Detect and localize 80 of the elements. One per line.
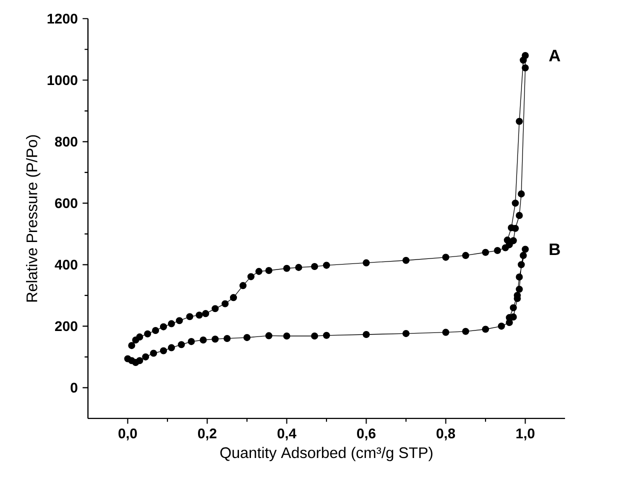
point: [482, 326, 490, 333]
point: [442, 328, 450, 336]
point: [160, 323, 168, 330]
point: [504, 236, 511, 244]
point: [128, 342, 136, 350]
point: [516, 118, 523, 126]
point: [510, 304, 517, 312]
point: [142, 354, 150, 361]
point: [516, 212, 523, 220]
point: [494, 247, 501, 254]
point: [212, 305, 219, 312]
y-axis-title: Relative Pressure (P/Po): [26, 135, 40, 302]
point: [402, 256, 410, 264]
x-tick-label: 0,0: [118, 428, 137, 441]
point: [442, 254, 450, 261]
point: [150, 350, 158, 357]
point: [498, 322, 505, 330]
y-tick-label: 800: [55, 136, 78, 147]
point: [247, 273, 254, 280]
point: [322, 332, 330, 340]
point: [512, 200, 519, 207]
point: [265, 267, 272, 274]
point: [322, 262, 330, 269]
point: [176, 317, 183, 324]
point: [482, 248, 490, 256]
point: [520, 252, 527, 260]
point: [362, 259, 370, 266]
point: [160, 347, 168, 354]
x-axis-title: Quantity Adsorbed (cm³/g STP): [220, 447, 432, 462]
point: [520, 56, 527, 64]
point: [283, 332, 290, 340]
point: [462, 328, 470, 336]
x-tick-label: 0,6: [357, 428, 376, 441]
point: [200, 336, 207, 344]
point: [243, 334, 251, 342]
point: [522, 246, 529, 253]
point: [510, 237, 517, 244]
point: [239, 282, 247, 290]
y-tick-label: 400: [54, 260, 78, 270]
point: [462, 252, 470, 260]
point: [222, 300, 229, 308]
x-tick-label: 0,8: [436, 428, 456, 441]
y-tick-label: 600: [55, 198, 78, 208]
y-tick-label: 200: [55, 321, 78, 332]
x-tick-label: 1,0: [516, 428, 534, 441]
point: [295, 264, 302, 272]
y-tick-label: 1000: [48, 75, 78, 86]
point: [508, 224, 515, 232]
point: [516, 274, 523, 281]
point: [255, 268, 262, 276]
x-tick-label: 0,2: [198, 428, 216, 441]
point: [518, 261, 525, 268]
point: [362, 331, 370, 338]
point: [136, 334, 144, 341]
point: [212, 336, 219, 343]
point: [265, 332, 272, 340]
y-tick-label: 1200: [48, 14, 78, 24]
series-label: A: [549, 50, 560, 62]
y-tick-label: 0: [70, 382, 78, 393]
point: [188, 338, 195, 346]
point: [202, 310, 210, 318]
point: [402, 330, 410, 338]
point: [311, 332, 318, 340]
point: [186, 313, 194, 320]
x-tick-label: 0,4: [278, 428, 296, 441]
point: [224, 335, 231, 342]
point: [230, 294, 237, 302]
point: [311, 263, 318, 270]
point: [516, 286, 523, 293]
point: [144, 330, 152, 338]
point: [136, 357, 144, 364]
point: [518, 190, 525, 198]
point: [178, 341, 185, 348]
point: [152, 327, 160, 334]
point: [283, 264, 290, 272]
series-label: B: [550, 244, 560, 256]
point: [168, 344, 175, 352]
point: [168, 320, 175, 328]
point: [522, 64, 529, 72]
point: [196, 312, 203, 319]
